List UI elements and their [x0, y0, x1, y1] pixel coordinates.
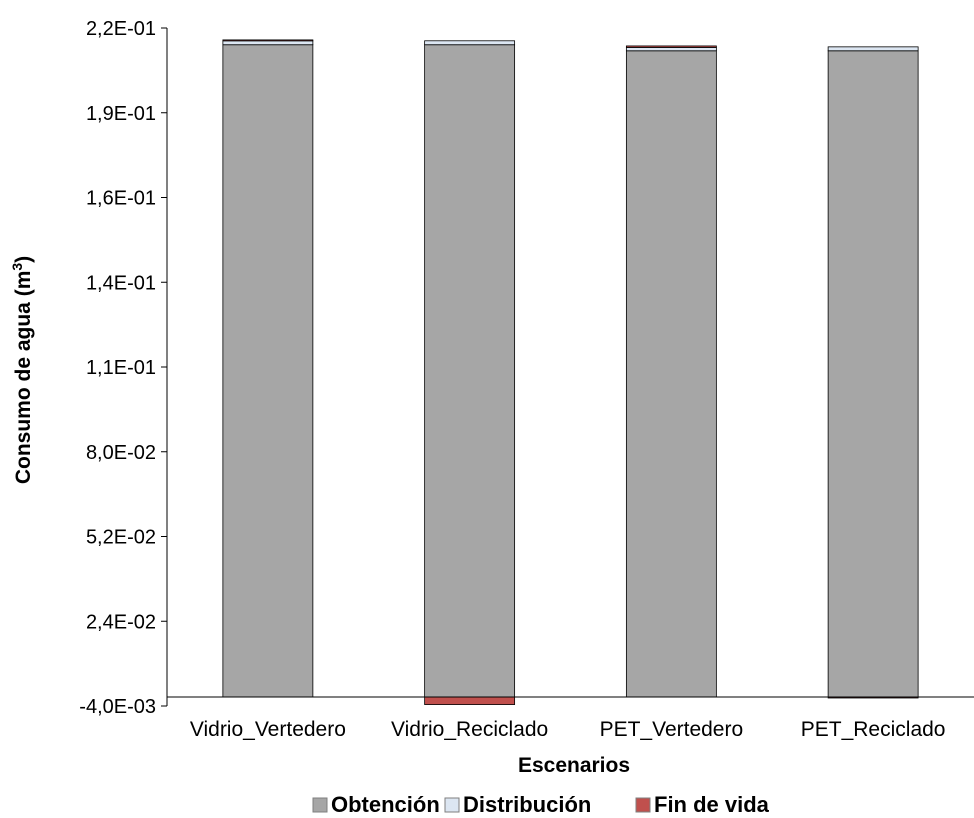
y-tick-label: 5,2E-02: [86, 527, 156, 549]
bar-segment: [222, 44, 314, 698]
legend-swatch: [444, 797, 460, 813]
x-tick-label: PET_Reciclado: [801, 718, 946, 741]
legend-label: Distribución: [463, 792, 591, 817]
y-tick-label: 8,0E-02: [86, 442, 156, 464]
x-tick-label: Vidrio_Vertedero: [190, 718, 346, 741]
bar-segment: [424, 40, 516, 46]
bar-segment: [827, 50, 919, 698]
y-axis-title-close: ): [12, 256, 35, 263]
bar-segment: [625, 50, 717, 698]
y-tick-label: 1,4E-01: [86, 272, 156, 294]
y-tick-label: 1,9E-01: [86, 103, 156, 125]
bar-segment: [424, 696, 516, 705]
y-tick-label: -4,0E-03: [79, 696, 156, 718]
legend-label: Obtención: [331, 792, 440, 817]
y-tick-label: 1,6E-01: [86, 188, 156, 210]
legend-label: Fin de vida: [654, 792, 770, 817]
y-tick-label: 1,1E-01: [86, 357, 156, 379]
y-tick-label: 2,2E-01: [86, 18, 156, 40]
legend-swatch: [635, 797, 651, 813]
bar-segment: [222, 39, 314, 42]
bar-segment: [625, 47, 717, 52]
bar-segment: [827, 46, 919, 52]
bar-segment: [424, 44, 516, 698]
x-tick-label: Vidrio_Reciclado: [391, 718, 548, 741]
bar-segment: [625, 45, 717, 48]
legend: Obtención Distribución Fin de vida: [312, 792, 770, 817]
bar-segment: [222, 40, 314, 46]
y-axis-title-superscript: 3: [9, 263, 25, 271]
bars: [222, 39, 919, 705]
y-axis-ticks: -4,0E-03 2,4E-02 5,2E-02 8,0E-02 1,1E-01 1,4E…: [79, 18, 167, 718]
legend-swatch: [312, 797, 328, 813]
x-tick-label: PET_Vertedero: [600, 718, 744, 741]
x-axis-title: Escenarios: [518, 754, 630, 777]
x-axis-categories: Vidrio_Vertedero Vidrio_Reciclado PET_Vert…: [190, 718, 946, 741]
y-axis-title: Consumo de agua (m3): [9, 256, 35, 484]
y-axis-title-main: Consumo de agua (m: [12, 271, 35, 485]
y-tick-label: 2,4E-02: [86, 611, 156, 633]
